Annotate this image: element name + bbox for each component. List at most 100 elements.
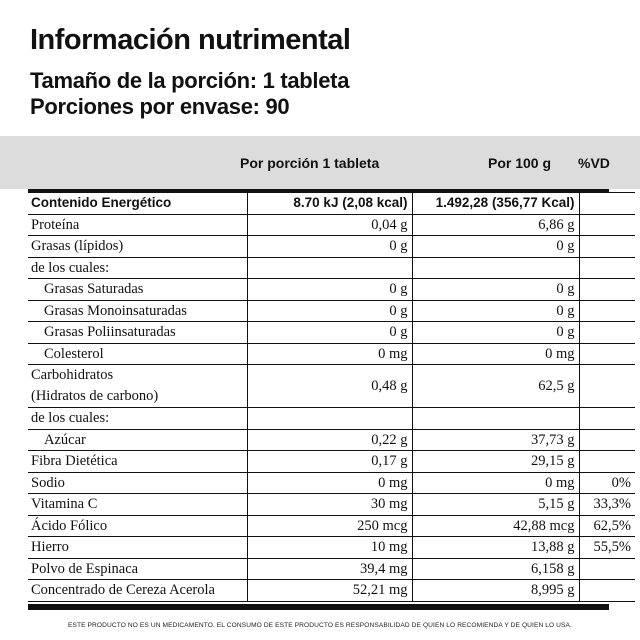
row-per-100g: 0 mg (411, 342, 580, 365)
row-dv (578, 192, 635, 215)
table-row: de los cuales: (28, 256, 635, 279)
table-row: de los cuales: (28, 407, 635, 430)
row-per-serving: 0 g (246, 321, 413, 344)
row-per-serving: 0 mg (246, 471, 413, 494)
table-top-rule (28, 189, 609, 192)
serving-size: Tamaño de la porción: 1 tableta (30, 68, 350, 93)
row-per-100g: 62,5 g (411, 364, 580, 408)
table-row: Grasas Poliinsaturadas 0 g 0 g (28, 321, 635, 344)
row-dv (578, 364, 635, 408)
table-row: Hierro 10 mg 13,88 g 55,5% (28, 536, 635, 559)
row-dv (578, 450, 635, 473)
table-row: Azúcar 0,22 g 37,73 g (28, 428, 635, 451)
row-per-serving: 0,48 g (246, 364, 413, 408)
row-dv (578, 557, 635, 580)
row-label: Concentrado de Cereza Acerola (28, 579, 248, 602)
row-label: Azúcar (28, 428, 248, 451)
row-label: Grasas Saturadas (28, 278, 248, 301)
row-dv (578, 213, 635, 236)
row-label: Ácido Fólico (28, 514, 248, 537)
row-per-serving: 10 mg (246, 536, 413, 559)
row-per-100g: 0 g (411, 299, 580, 322)
row-dv (578, 579, 635, 602)
table-row: Polvo de Espinaca 39,4 mg 6,158 g (28, 557, 635, 580)
table-row: Grasas Monoinsaturadas 0 g 0 g (28, 299, 635, 322)
row-label: Contenido Energético (28, 192, 248, 215)
row-label: Sodio (28, 471, 248, 494)
table-bottom-rule (28, 604, 609, 610)
row-label: Grasas Poliinsaturadas (28, 321, 248, 344)
row-per-100g: 8,995 g (411, 579, 580, 602)
row-per-100g: 6,86 g (411, 213, 580, 236)
row-per-serving: 250 mcg (246, 514, 413, 537)
table-row: Carbohidratos (Hidratos de carbono) 0,48 … (28, 364, 635, 408)
row-label: de los cuales: (28, 256, 248, 279)
row-label: Hierro (28, 536, 248, 559)
row-per-serving: 0 g (246, 235, 413, 258)
row-per-serving: 0 g (246, 299, 413, 322)
row-per-serving: 0 mg (246, 342, 413, 365)
row-label: Carbohidratos (Hidratos de carbono) (28, 364, 248, 408)
row-per-serving: 30 mg (246, 493, 413, 516)
row-label-line1: Carbohidratos (31, 367, 114, 383)
table-row: Concentrado de Cereza Acerola 52,21 mg 8… (28, 579, 635, 602)
table-row: Grasas Saturadas 0 g 0 g (28, 278, 635, 301)
table-header-band (0, 136, 640, 189)
row-label-line2: (Hidratos de carbono) (31, 388, 159, 404)
row-label: Fibra Dietética (28, 450, 248, 473)
row-dv (578, 321, 635, 344)
page-title: Información nutrimental (30, 24, 351, 56)
row-dv (578, 407, 635, 430)
row-per-100g: 1.492,28 (356,77 Kcal) (411, 192, 580, 215)
table-row: Colesterol 0 mg 0 mg (28, 342, 635, 365)
header-per-100g: Por 100 g (488, 155, 552, 171)
table-row: Sodio 0 mg 0 mg 0% (28, 471, 635, 494)
row-per-100g: 0 g (411, 235, 580, 258)
row-dv (578, 278, 635, 301)
row-dv (578, 235, 635, 258)
table-row: Vitamina C 30 mg 5,15 g 33,3% (28, 493, 635, 516)
table-row: Ácido Fólico 250 mcg 42,88 mcg 62,5% (28, 514, 635, 537)
servings-per-container: Porciones por envase: 90 (30, 94, 290, 119)
row-label: Polvo de Espinaca (28, 557, 248, 580)
disclaimer-footer: ESTE PRODUCTO NO ES UN MEDICAMENTO. EL C… (68, 622, 572, 629)
table-row: Grasas (lípidos) 0 g 0 g (28, 235, 635, 258)
row-per-serving: 0,04 g (246, 213, 413, 236)
header-daily-value: %VD (578, 155, 610, 171)
row-per-100g (411, 407, 580, 430)
row-per-serving (246, 407, 413, 430)
table-row: Contenido Energético 8.70 kJ (2,08 kcal)… (28, 192, 635, 215)
row-label: Vitamina C (28, 493, 248, 516)
row-dv: 62,5% (578, 514, 635, 537)
row-per-100g: 37,73 g (411, 428, 580, 451)
header-per-serving: Por porción 1 tableta (240, 155, 380, 171)
row-dv: 0% (578, 471, 635, 494)
row-per-100g: 0 mg (411, 471, 580, 494)
row-dv: 55,5% (578, 536, 635, 559)
row-per-serving: 0,17 g (246, 450, 413, 473)
row-dv (578, 428, 635, 451)
row-label: Grasas Monoinsaturadas (28, 299, 248, 322)
table-row: Fibra Dietética 0,17 g 29,15 g (28, 450, 635, 473)
row-per-100g: 42,88 mcg (411, 514, 580, 537)
row-per-serving: 52,21 mg (246, 579, 413, 602)
row-dv (578, 342, 635, 365)
row-dv: 33,3% (578, 493, 635, 516)
row-per-100g: 0 g (411, 321, 580, 344)
row-per-serving: 0 g (246, 278, 413, 301)
row-dv (578, 299, 635, 322)
row-per-100g: 13,88 g (411, 536, 580, 559)
row-per-100g: 0 g (411, 278, 580, 301)
row-per-serving (246, 256, 413, 279)
row-per-100g (411, 256, 580, 279)
row-per-serving: 39,4 mg (246, 557, 413, 580)
row-per-serving: 8.70 kJ (2,08 kcal) (246, 192, 413, 215)
row-dv (578, 256, 635, 279)
row-label: Proteína (28, 213, 248, 236)
row-per-serving: 0,22 g (246, 428, 413, 451)
row-label: Colesterol (28, 342, 248, 365)
row-label: de los cuales: (28, 407, 248, 430)
row-per-100g: 6,158 g (411, 557, 580, 580)
nutrition-table: Contenido Energético 8.70 kJ (2,08 kcal)… (28, 192, 635, 602)
row-per-100g: 29,15 g (411, 450, 580, 473)
